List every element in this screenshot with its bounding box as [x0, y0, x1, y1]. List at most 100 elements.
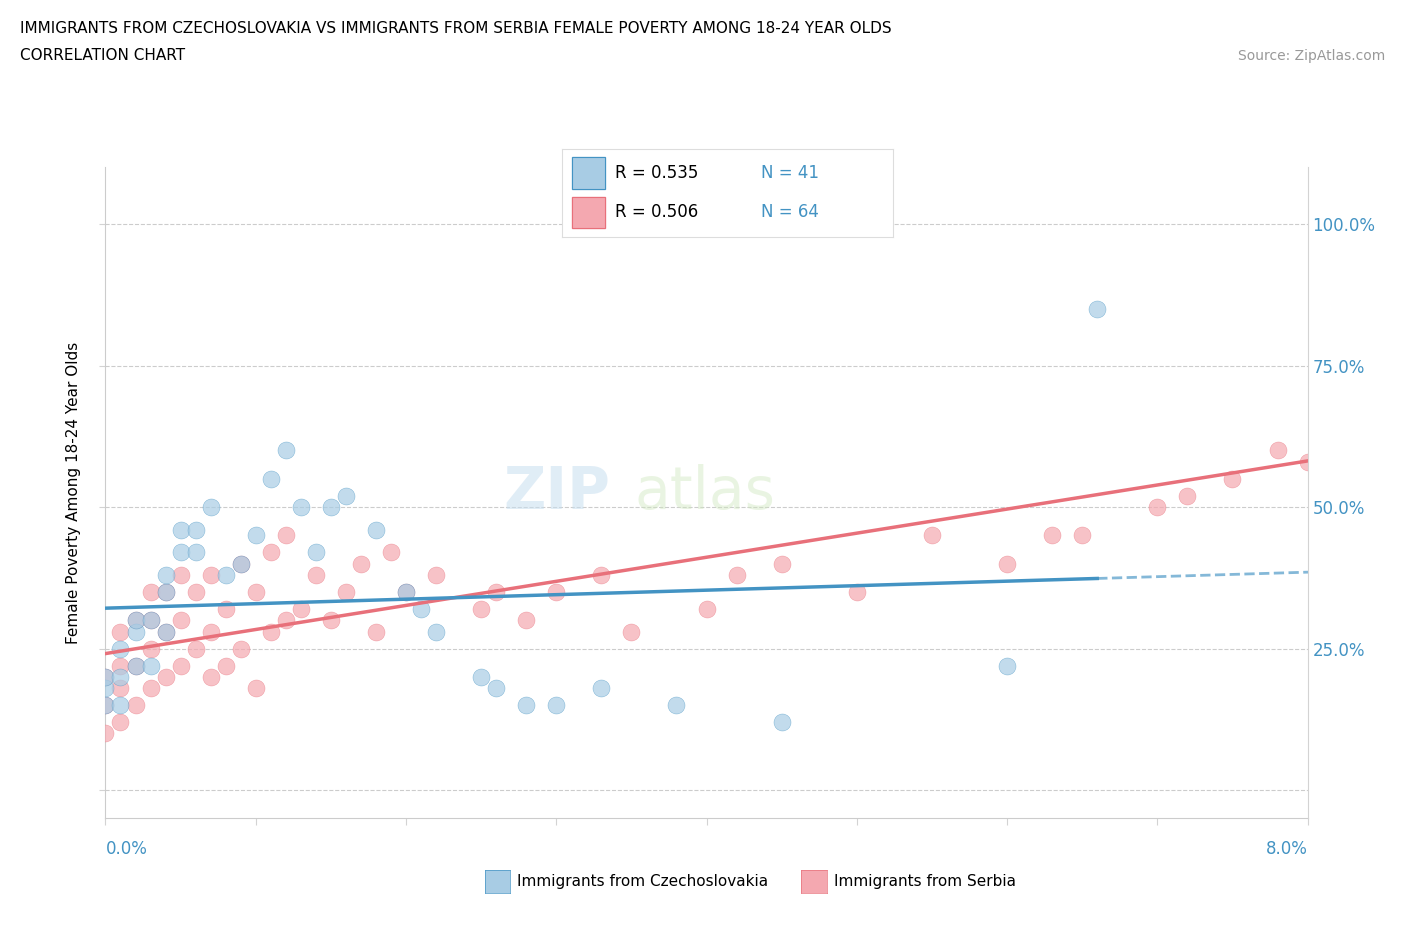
Point: [124, 613, 146, 628]
Point: [770, 556, 793, 571]
Point: [1071, 528, 1094, 543]
Point: [470, 602, 492, 617]
Point: [995, 658, 1018, 673]
Point: [124, 613, 146, 628]
Point: [139, 613, 162, 628]
Point: [515, 698, 537, 712]
Point: [124, 658, 146, 673]
Point: [485, 585, 508, 600]
Point: [214, 658, 236, 673]
Point: [110, 715, 132, 730]
Point: [94, 726, 117, 741]
Point: [395, 585, 418, 600]
Point: [110, 624, 132, 639]
Point: [350, 556, 373, 571]
Point: [380, 545, 402, 560]
Point: [229, 556, 252, 571]
Point: [1175, 488, 1198, 503]
Point: [139, 585, 162, 600]
Bar: [572, 196, 606, 228]
Point: [274, 443, 297, 458]
Text: IMMIGRANTS FROM CZECHOSLOVAKIA VS IMMIGRANTS FROM SERBIA FEMALE POVERTY AMONG 18: IMMIGRANTS FROM CZECHOSLOVAKIA VS IMMIGR…: [20, 20, 891, 35]
Text: Immigrants from Czechoslovakia: Immigrants from Czechoslovakia: [517, 874, 769, 889]
Text: 0.0%: 0.0%: [105, 840, 148, 857]
Point: [845, 585, 868, 600]
Point: [155, 567, 177, 582]
Point: [995, 556, 1018, 571]
Point: [274, 613, 297, 628]
Text: N = 64: N = 64: [761, 204, 818, 221]
Point: [409, 602, 432, 617]
Point: [200, 567, 222, 582]
Point: [425, 624, 447, 639]
Point: [470, 670, 492, 684]
Point: [260, 545, 283, 560]
Point: [335, 488, 357, 503]
Point: [591, 681, 613, 696]
Point: [155, 624, 177, 639]
Point: [274, 528, 297, 543]
Y-axis label: Female Poverty Among 18-24 Year Olds: Female Poverty Among 18-24 Year Olds: [66, 342, 82, 644]
Point: [364, 624, 387, 639]
Point: [546, 698, 568, 712]
Point: [169, 613, 191, 628]
Point: [546, 585, 568, 600]
Point: [200, 499, 222, 514]
Point: [184, 523, 207, 538]
Point: [425, 567, 447, 582]
Point: [665, 698, 688, 712]
Point: [214, 602, 236, 617]
Point: [515, 613, 537, 628]
Point: [169, 567, 191, 582]
Text: atlas: atlas: [634, 464, 775, 522]
Point: [155, 585, 177, 600]
Point: [169, 523, 191, 538]
Bar: [572, 157, 606, 189]
Point: [305, 567, 328, 582]
Text: CORRELATION CHART: CORRELATION CHART: [20, 48, 184, 63]
Point: [229, 556, 252, 571]
Point: [110, 698, 132, 712]
Point: [260, 472, 283, 486]
Text: R = 0.506: R = 0.506: [616, 204, 699, 221]
Point: [155, 585, 177, 600]
Point: [1296, 455, 1319, 470]
Text: R = 0.535: R = 0.535: [616, 164, 699, 181]
Point: [921, 528, 943, 543]
Point: [260, 624, 283, 639]
Point: [94, 698, 117, 712]
Point: [214, 567, 236, 582]
Point: [696, 602, 718, 617]
Point: [1146, 499, 1168, 514]
Point: [1222, 472, 1244, 486]
Point: [395, 585, 418, 600]
Point: [1267, 443, 1289, 458]
Point: [364, 523, 387, 538]
Point: [290, 499, 312, 514]
Point: [319, 499, 342, 514]
Point: [110, 641, 132, 656]
Point: [725, 567, 748, 582]
Point: [591, 567, 613, 582]
Point: [124, 658, 146, 673]
Text: Source: ZipAtlas.com: Source: ZipAtlas.com: [1237, 49, 1385, 63]
Bar: [572, 157, 606, 189]
Point: [94, 681, 117, 696]
Text: ZIP: ZIP: [503, 464, 610, 522]
Point: [319, 613, 342, 628]
Point: [305, 545, 328, 560]
Point: [110, 681, 132, 696]
Point: [335, 585, 357, 600]
Text: 8.0%: 8.0%: [1265, 840, 1308, 857]
Point: [290, 602, 312, 617]
Point: [245, 681, 267, 696]
Point: [184, 641, 207, 656]
Point: [139, 681, 162, 696]
Point: [94, 698, 117, 712]
Point: [245, 585, 267, 600]
Point: [94, 670, 117, 684]
Point: [229, 641, 252, 656]
Point: [110, 670, 132, 684]
Point: [200, 624, 222, 639]
Point: [169, 658, 191, 673]
